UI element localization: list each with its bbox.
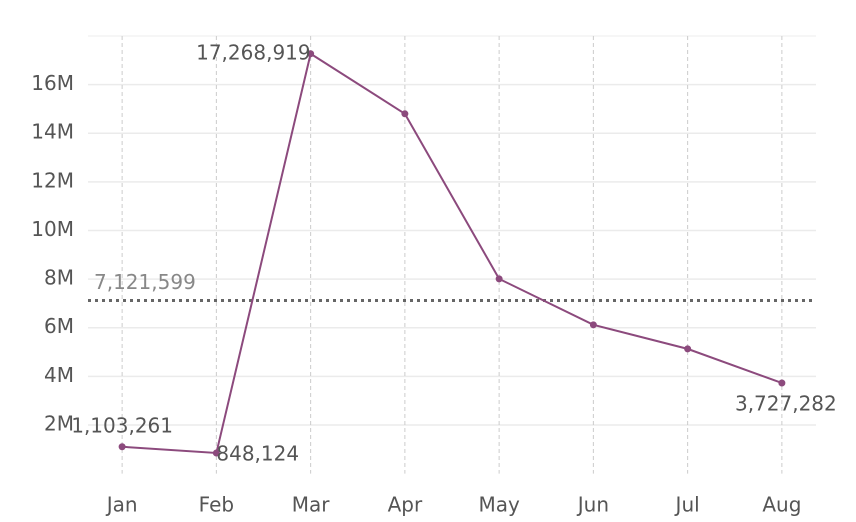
x-tick-label: May bbox=[478, 493, 520, 517]
reference-label: 7,121,599 bbox=[94, 270, 196, 294]
x-tick-label: Apr bbox=[388, 493, 423, 517]
point bbox=[212, 449, 220, 457]
point bbox=[589, 321, 597, 329]
data-label: 1,103,261 bbox=[71, 413, 173, 437]
y-tick-label: 14M bbox=[31, 120, 74, 144]
y-tick-label: 10M bbox=[31, 217, 74, 241]
x-tick-label: Jun bbox=[576, 493, 609, 517]
y-tick-label: 2M bbox=[44, 411, 74, 435]
y-tick-label: 16M bbox=[31, 71, 74, 95]
y-tick-label: 8M bbox=[44, 266, 74, 290]
data-label: 3,727,282 bbox=[735, 391, 837, 415]
x-tick-label: Mar bbox=[292, 493, 331, 517]
series-line bbox=[122, 52, 783, 455]
point bbox=[401, 110, 409, 118]
data-label: 17,268,919 bbox=[196, 40, 311, 64]
y-tick-label: 6M bbox=[44, 314, 74, 338]
point bbox=[118, 443, 126, 451]
point bbox=[684, 345, 692, 353]
x-tick-label: Feb bbox=[199, 493, 234, 517]
x-tick-label: Jul bbox=[674, 493, 700, 517]
point bbox=[495, 275, 503, 283]
x-tick-label: Jan bbox=[105, 493, 138, 517]
x-tick-label: Aug bbox=[762, 493, 801, 517]
data-label: 848,124 bbox=[216, 441, 299, 465]
y-tick-label: 12M bbox=[31, 168, 74, 192]
point bbox=[778, 379, 786, 387]
point bbox=[307, 50, 315, 58]
y-tick-label: 4M bbox=[44, 363, 74, 387]
